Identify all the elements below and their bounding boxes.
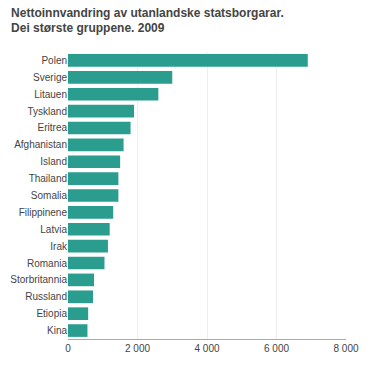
svg-text:Storbritannia: Storbritannia <box>10 274 67 285</box>
svg-text:Tyskland: Tyskland <box>28 106 67 117</box>
svg-text:8 000: 8 000 <box>333 343 358 354</box>
svg-text:Afghanistan: Afghanistan <box>14 139 67 150</box>
svg-text:2 000: 2 000 <box>125 343 150 354</box>
svg-text:Irak: Irak <box>50 241 68 252</box>
svg-text:Filippinene: Filippinene <box>19 207 68 218</box>
svg-text:Kina: Kina <box>47 325 67 336</box>
svg-text:Somalia: Somalia <box>31 190 68 201</box>
svg-text:Nettoinnvandring av utanlandsk: Nettoinnvandring av utanlandske statsbor… <box>11 6 284 36</box>
svg-text:Litauen: Litauen <box>34 89 67 100</box>
svg-text:Latvia: Latvia <box>40 224 67 235</box>
svg-text:Romania: Romania <box>27 258 67 269</box>
svg-text:0: 0 <box>65 343 71 354</box>
svg-text:Etiopia: Etiopia <box>36 308 67 319</box>
svg-text:Polen: Polen <box>41 55 67 66</box>
svg-text:Eritrea: Eritrea <box>38 122 68 133</box>
svg-text:4 000: 4 000 <box>194 343 219 354</box>
svg-text:Sverige: Sverige <box>33 72 67 83</box>
svg-text:6 000: 6 000 <box>264 343 289 354</box>
svg-text:Thailand: Thailand <box>29 173 67 184</box>
svg-text:Russland: Russland <box>25 291 67 302</box>
svg-text:Island: Island <box>40 156 67 167</box>
